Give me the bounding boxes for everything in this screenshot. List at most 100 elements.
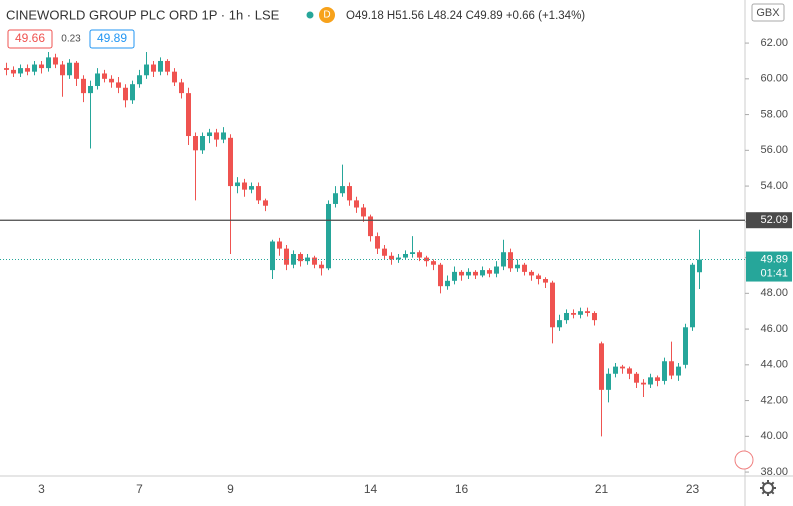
candle-body: [543, 279, 548, 283]
candle-body: [326, 203, 331, 269]
candle-body: [396, 257, 401, 260]
candle-body: [592, 312, 597, 321]
candle-body: [669, 361, 674, 376]
y-tick-label: 44.00: [760, 359, 788, 371]
candle-body: [102, 73, 107, 79]
plot-area: [4, 52, 702, 437]
candle-body: [263, 200, 268, 206]
ask-box[interactable]: [89, 29, 135, 49]
candle-body: [270, 241, 275, 271]
candle-body: [123, 87, 128, 101]
candle-body: [25, 68, 30, 72]
candle-body: [466, 271, 471, 276]
candle-body: [515, 264, 520, 269]
candle-body: [438, 264, 443, 287]
symbol-title: CINEWORLD GROUP PLC ORD 1P · 1h · LSE: [6, 7, 280, 22]
candle-body: [410, 252, 415, 254]
status-dot: [306, 11, 314, 19]
candle-body: [599, 343, 604, 390]
settings-icon[interactable]: [760, 480, 776, 496]
candle-body: [445, 280, 450, 287]
status-badge[interactable]: [319, 7, 335, 23]
candle-body: [277, 241, 282, 249]
candle-body: [333, 193, 338, 204]
candle-body: [242, 182, 247, 190]
candle-body: [46, 57, 51, 69]
last-price-badge: [746, 251, 792, 282]
candle-body: [613, 366, 618, 374]
candle-body: [578, 311, 583, 315]
candle-body: [53, 57, 58, 65]
candle-body: [459, 271, 464, 276]
candle-body: [389, 255, 394, 260]
candle-body: [221, 132, 226, 140]
candle-body: [655, 377, 660, 381]
y-tick-label: 42.00: [760, 394, 788, 406]
candle-body: [417, 252, 422, 258]
candle-body: [501, 252, 506, 267]
status-label: D: [323, 10, 330, 21]
y-tick-label: 56.00: [760, 144, 788, 156]
candle-body: [305, 257, 310, 262]
candle-body: [340, 186, 345, 194]
ohlc-legend: O49.18 H51.56 L48.24 C49.89 +0.66 (+1.34…: [346, 10, 585, 22]
candle-body: [179, 82, 184, 94]
candle-body: [564, 312, 569, 321]
candle-body: [137, 75, 142, 85]
candle-body: [557, 320, 562, 328]
candle-body: [508, 252, 513, 269]
candle-body: [662, 361, 667, 381]
candle-body: [536, 275, 541, 280]
candle-body: [487, 270, 492, 274]
event-marker[interactable]: [734, 450, 754, 470]
candle-body: [116, 82, 121, 88]
candle-body: [347, 186, 352, 201]
candle-body: [39, 64, 44, 69]
currency-box[interactable]: [751, 3, 785, 22]
x-tick-label: 3: [38, 482, 45, 496]
candle-body: [186, 93, 191, 137]
x-tick-label: 7: [136, 482, 143, 496]
spread: 0.23: [61, 34, 81, 45]
bid-box[interactable]: [7, 29, 53, 49]
hline-badge: [746, 212, 792, 229]
candle-body: [165, 60, 170, 72]
candle-body: [676, 366, 681, 376]
candle-body: [641, 382, 646, 385]
candle-body: [648, 377, 653, 385]
candle-body: [193, 136, 198, 151]
y-tick-label: 38.00: [760, 466, 788, 478]
candle-body: [606, 373, 611, 390]
candle-body: [207, 132, 212, 137]
candle-body: [291, 253, 296, 265]
candle-body: [74, 62, 79, 79]
candle-body: [627, 368, 632, 374]
candle-body: [151, 64, 156, 72]
x-tick-label: 16: [455, 482, 469, 496]
candle-body: [683, 327, 688, 365]
candle-body: [214, 132, 219, 140]
candle-body: [312, 257, 317, 265]
candle-body: [60, 64, 65, 76]
candle-body: [473, 271, 478, 276]
candle-body: [67, 62, 72, 76]
bid-price: 49.66: [15, 31, 45, 45]
gear-teeth: [760, 480, 776, 496]
y-tick-label: 40.00: [760, 430, 788, 442]
candle-body: [158, 60, 163, 72]
x-tick-label: 9: [227, 482, 234, 496]
candle-body: [284, 248, 289, 265]
candle-body: [200, 136, 205, 151]
candle-body: [375, 236, 380, 249]
candle-body: [634, 373, 639, 383]
candle-body: [32, 64, 37, 72]
candle-body: [431, 261, 436, 265]
x-tick-label: 21: [595, 482, 609, 496]
y-tick-label: 48.00: [760, 287, 788, 299]
candle-body: [571, 312, 576, 315]
y-tick-label: 58.00: [760, 108, 788, 120]
candle-body: [11, 69, 16, 74]
candle-body: [522, 264, 527, 272]
